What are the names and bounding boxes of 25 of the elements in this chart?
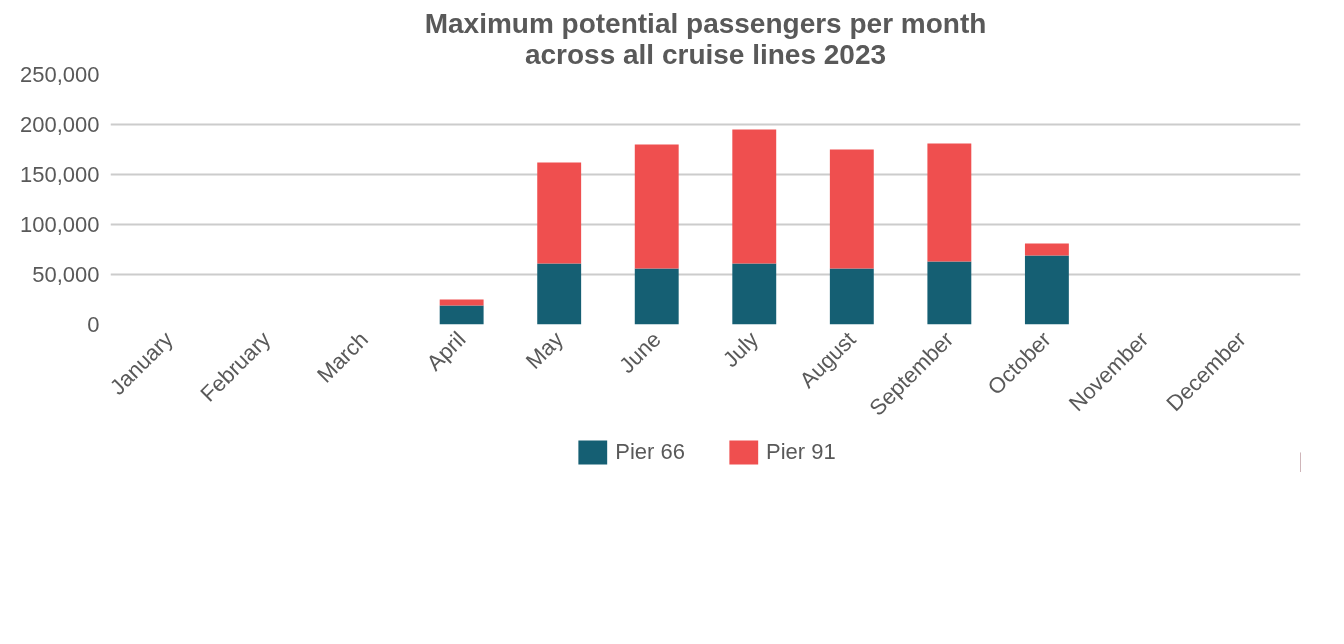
y-tick-label: 50,000 — [32, 262, 100, 287]
x-tick-label: July — [717, 326, 764, 372]
bar — [537, 263, 582, 325]
bar — [1024, 243, 1069, 256]
bar — [634, 144, 679, 269]
x-tick-label: May — [520, 326, 569, 374]
bar — [829, 149, 874, 269]
legend-label: Pier 66 — [615, 439, 685, 465]
bar — [537, 162, 582, 264]
bar — [439, 299, 484, 306]
legend-label: Pier 91 — [766, 439, 836, 465]
bar — [439, 305, 484, 325]
y-tick-label: 200,000 — [19, 112, 100, 137]
y-tick-label: 0 — [87, 312, 100, 337]
bar — [634, 268, 679, 325]
chart-title: Maximum potential passengers per month across all cruise lines 2023 — [424, 7, 987, 70]
y-tick-label: 100,000 — [19, 212, 100, 237]
bar — [927, 261, 972, 325]
y-tick-label: 150,000 — [19, 162, 100, 187]
bar — [732, 263, 777, 325]
bar — [732, 129, 777, 264]
bar — [829, 268, 874, 325]
bar — [927, 143, 972, 262]
y-tick-label: 250,000 — [19, 62, 100, 87]
bar — [1024, 255, 1069, 325]
